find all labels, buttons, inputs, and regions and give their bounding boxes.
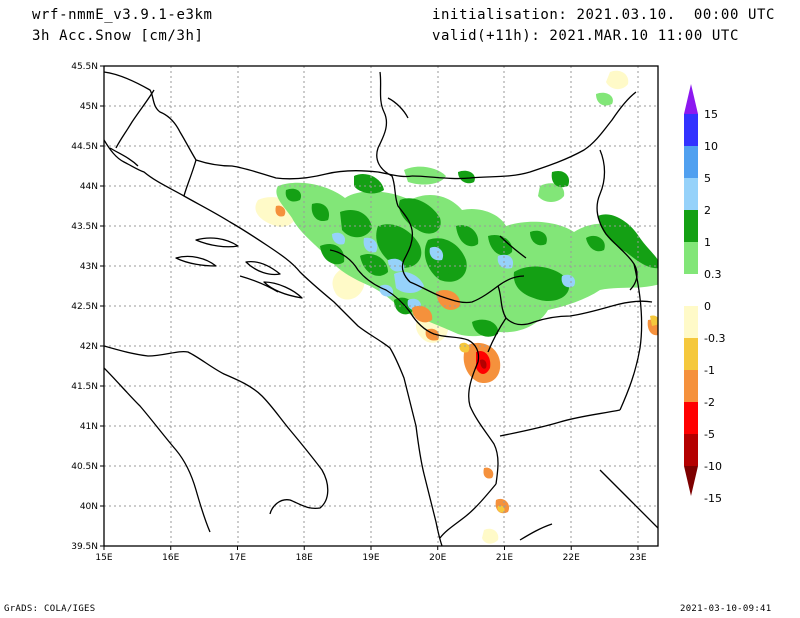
lat-tick-label: 43N	[80, 262, 98, 272]
legend-swatch	[684, 306, 698, 338]
snow-red	[476, 350, 491, 374]
lat-tick-label: 40N	[80, 502, 98, 512]
lat-tick-label: 41N	[80, 422, 98, 432]
legend-label: 1	[704, 236, 711, 249]
lat-tick-label: 39.5N	[71, 542, 98, 552]
latitude-ticks: 45.5N 45N 44.5N 44N 43.5N 43N 42.5N 42N 41.5N 41N…	[71, 62, 104, 552]
lat-tick-label: 42N	[80, 342, 98, 352]
legend-label: 15	[704, 108, 718, 121]
lon-tick-label: 15E	[95, 553, 112, 563]
lat-tick-label: 45N	[80, 102, 98, 112]
lat-tick-label: 44.5N	[71, 142, 98, 152]
grid-lines	[104, 66, 658, 546]
legend-swatch	[684, 114, 698, 146]
color-legend: 15 10 5 2 1 0.3 0 -0.3 -1 -2 -5 -10 -15	[684, 84, 725, 505]
lon-tick-label: 20E	[429, 553, 446, 563]
lon-tick-label: 18E	[296, 553, 313, 563]
legend-label: 2	[704, 204, 711, 217]
init-time: initialisation: 2021.03.10. 00:00 UTC	[432, 7, 776, 23]
legend-swatch	[684, 178, 698, 210]
map-area	[104, 66, 658, 546]
legend-label: 0	[704, 300, 711, 313]
lat-tick-label: 42.5N	[71, 302, 98, 312]
legend-swatch	[684, 146, 698, 178]
legend-bottom-arrow	[684, 466, 698, 496]
footer-timestamp: 2021-03-10-09:41	[680, 604, 772, 614]
lon-tick-label: 23E	[629, 553, 646, 563]
lat-tick-label: 44N	[80, 182, 98, 192]
legend-swatch	[684, 338, 698, 370]
legend-label: -10	[704, 460, 722, 473]
legend-top-arrow	[684, 84, 698, 114]
legend-label: -1	[704, 364, 715, 377]
legend-swatch	[684, 274, 698, 306]
lon-tick-label: 17E	[229, 553, 246, 563]
lon-tick-label: 19E	[362, 553, 379, 563]
lat-tick-label: 45.5N	[71, 62, 98, 72]
legend-label: -5	[704, 428, 715, 441]
footer-credit: GrADS: COLA/IGES	[4, 604, 96, 614]
lon-tick-label: 21E	[496, 553, 513, 563]
legend-swatch	[684, 434, 698, 466]
snow-light-green	[276, 92, 658, 337]
legend-label: -2	[704, 396, 715, 409]
longitude-ticks: 15E 16E 17E 18E 19E 20E 21E 22E 23E	[95, 546, 647, 563]
model-title: wrf-nmmE_v3.9.1-e3km	[32, 7, 213, 23]
coastlines-borders	[104, 71, 658, 546]
snow-dark-green	[285, 170, 658, 337]
legend-label: 0.3	[704, 268, 722, 281]
lat-tick-label: 40.5N	[71, 462, 98, 472]
snow-yellow	[459, 315, 658, 513]
legend-label: 5	[704, 172, 711, 185]
legend-label: -0.3	[704, 332, 725, 345]
legend-swatch	[684, 370, 698, 402]
snow-light-blue	[332, 232, 576, 311]
legend-swatch	[684, 242, 698, 274]
legend-swatch	[684, 402, 698, 434]
lat-tick-label: 41.5N	[71, 382, 98, 392]
field-title: 3h Acc.Snow [cm/3h]	[32, 28, 204, 44]
lat-tick-label: 43.5N	[71, 222, 98, 232]
legend-label: 10	[704, 140, 718, 153]
lon-tick-label: 16E	[162, 553, 179, 563]
valid-time: valid(+11h): 2021.MAR.10 11:00 UTC	[432, 28, 739, 44]
legend-label: -15	[704, 492, 722, 505]
legend-swatch	[684, 210, 698, 242]
lon-tick-label: 22E	[563, 553, 580, 563]
